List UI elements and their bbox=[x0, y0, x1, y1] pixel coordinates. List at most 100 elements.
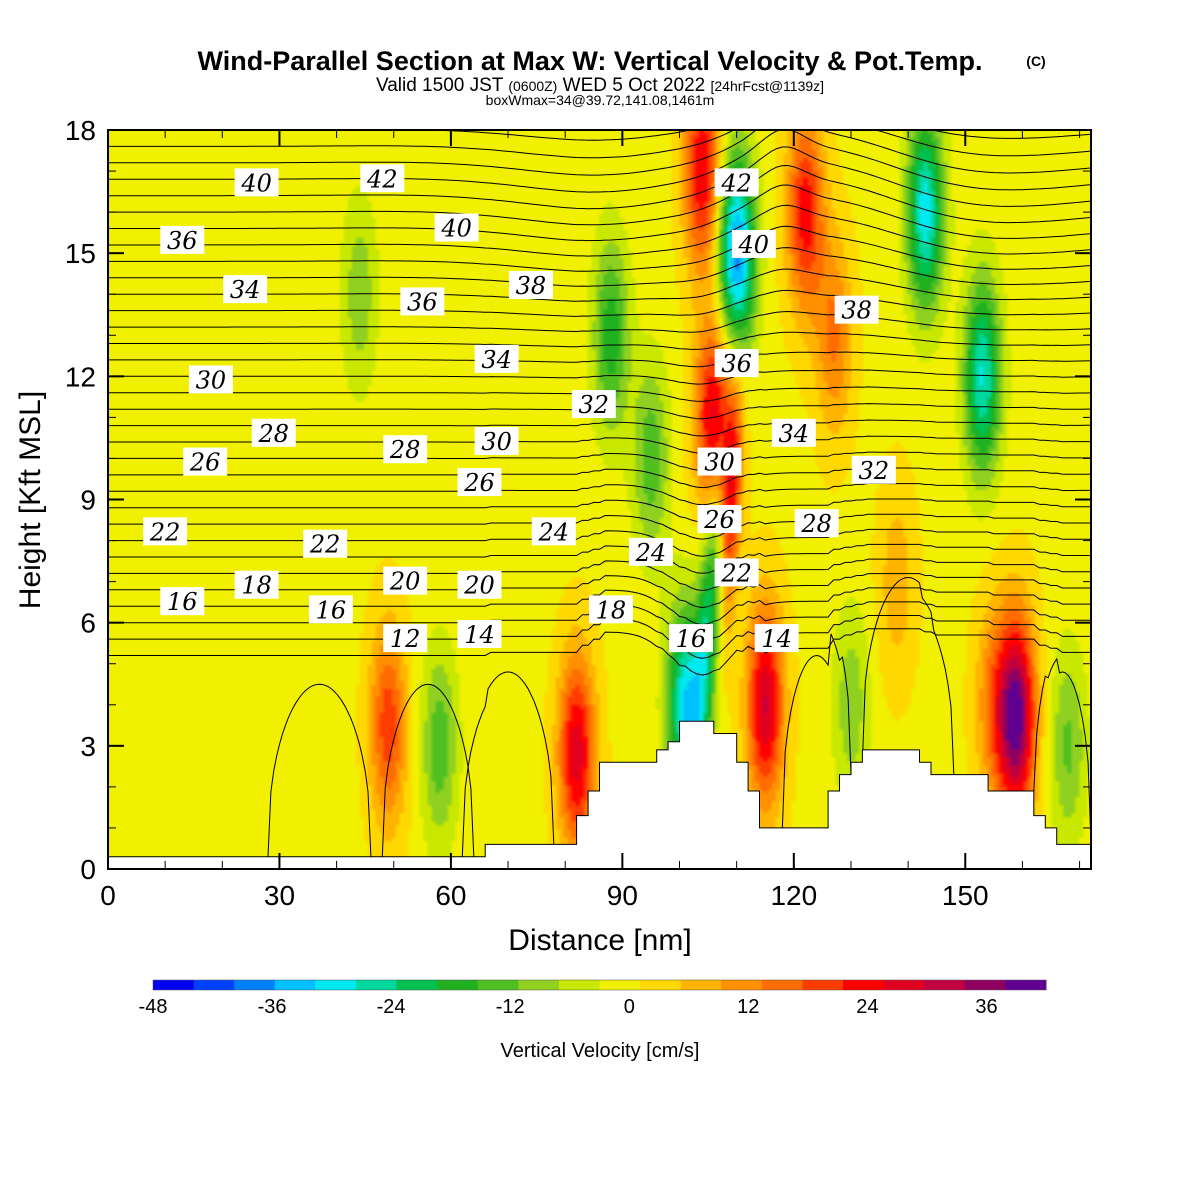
theta-contour-line bbox=[1033, 657, 1091, 845]
y-tick-label: 15 bbox=[65, 238, 96, 269]
x-tick-label: 0 bbox=[100, 880, 116, 911]
colorbar-swatch bbox=[1005, 980, 1047, 990]
contour-label: 14 bbox=[754, 624, 799, 653]
contour-label: 26 bbox=[697, 505, 742, 534]
contour-label-text: 24 bbox=[538, 518, 570, 546]
contour-label: 40 bbox=[234, 168, 279, 197]
colorbar-swatch bbox=[477, 980, 519, 990]
contour-label: 26 bbox=[183, 447, 228, 477]
contour-label: 28 bbox=[794, 509, 839, 538]
theta-contour-line bbox=[108, 289, 1091, 317]
contour-label: 36 bbox=[160, 225, 205, 255]
contour-label: 12 bbox=[383, 624, 428, 653]
contour-label: 34 bbox=[771, 418, 816, 448]
colorbar-tick-label: -36 bbox=[258, 996, 287, 1018]
colorbar-swatch bbox=[843, 980, 885, 990]
contour-label: 16 bbox=[160, 587, 205, 616]
contour-label-text: 38 bbox=[516, 272, 547, 300]
contour-label-text: 14 bbox=[464, 621, 495, 649]
contour-label-text: 40 bbox=[440, 215, 472, 243]
contour-label-text: 26 bbox=[463, 469, 495, 497]
contour-label-text: 30 bbox=[481, 428, 512, 456]
theta-contour-line bbox=[108, 483, 1091, 506]
colorbar-frame bbox=[152, 979, 1047, 991]
contour-label-text: 28 bbox=[257, 420, 289, 448]
colorbar-swatch bbox=[721, 980, 763, 990]
theta-contour-line bbox=[861, 576, 955, 775]
y-axis-label: Height [Kft MSL] bbox=[14, 391, 47, 609]
contour-label-text: 20 bbox=[463, 572, 495, 600]
theta-contour-line bbox=[108, 164, 1091, 226]
colorbar-swatch bbox=[315, 980, 357, 990]
contour-label-text: 28 bbox=[800, 510, 832, 538]
x-axis-label: Distance [nm] bbox=[508, 924, 691, 957]
colorbar-swatch bbox=[274, 980, 316, 990]
theta-contour-line bbox=[108, 351, 1091, 368]
x-axis: 0 30 60 90 120 150 bbox=[100, 130, 1081, 911]
contour-label: 32 bbox=[571, 390, 616, 419]
contour-label-text: 22 bbox=[309, 531, 341, 559]
theta-contour-line bbox=[108, 225, 1091, 272]
subtitle-valid: Valid 1500 JST bbox=[376, 75, 504, 96]
chart-title: Wind-Parallel Section at Max W: Vertical… bbox=[198, 46, 983, 76]
contour-label-text: 36 bbox=[167, 227, 198, 255]
contour-label-text: 24 bbox=[635, 539, 667, 567]
x-tick-label: 60 bbox=[435, 880, 466, 911]
contour-label-text: 36 bbox=[407, 288, 438, 316]
contour-label-text: 22 bbox=[720, 559, 752, 587]
contour-label-text: 18 bbox=[241, 572, 272, 600]
subtitle-date: WED 5 Oct 2022 bbox=[563, 75, 706, 96]
contour-label: 22 bbox=[143, 517, 188, 546]
theta-contour-line bbox=[108, 528, 1091, 557]
contour-label-text: 16 bbox=[167, 588, 198, 616]
contour-label: 42 bbox=[714, 168, 759, 197]
contour-label-text: 34 bbox=[779, 420, 810, 448]
colorbar-swatch bbox=[680, 980, 722, 990]
chart-subtitle-box: boxWmax=34@39.72,141.08,1461m bbox=[486, 92, 715, 108]
contour-label-text: 22 bbox=[149, 518, 181, 546]
contour-label: 36 bbox=[714, 349, 759, 378]
contour-label: 34 bbox=[474, 344, 519, 374]
theta-contour-line bbox=[108, 543, 1091, 574]
contour-label: 32 bbox=[851, 455, 896, 485]
colorbar-swatch bbox=[437, 980, 479, 990]
contour-label: 26 bbox=[457, 468, 502, 497]
theta-contour-line bbox=[108, 130, 1091, 159]
contour-label-text: 32 bbox=[859, 457, 890, 485]
colorbar-swatch bbox=[558, 980, 600, 990]
y-tick-label: 9 bbox=[80, 485, 96, 516]
contour-label: 16 bbox=[668, 624, 713, 653]
theta-contour-line bbox=[108, 130, 1091, 141]
colorbar-tick-label: 0 bbox=[624, 996, 635, 1018]
contour-label: 18 bbox=[234, 570, 279, 600]
contour-label: 18 bbox=[588, 595, 633, 624]
theta-contour-labels: 40 42 36 40 38 34 36 42 40 38 34 36 30 32 30 34 28 28 30 32… bbox=[143, 164, 896, 653]
contour-label: 22 bbox=[303, 529, 348, 559]
contour-label: 22 bbox=[714, 558, 759, 587]
contour-label-text: 18 bbox=[596, 596, 627, 624]
theta-contour-line bbox=[108, 369, 1091, 385]
contour-label-text: 42 bbox=[366, 165, 398, 193]
colorbar-swatch bbox=[193, 980, 235, 990]
contour-label: 30 bbox=[188, 365, 233, 394]
theta-contour-line bbox=[108, 268, 1091, 302]
theta-contour-line bbox=[381, 683, 475, 857]
y-tick-label: 3 bbox=[80, 731, 96, 762]
contour-label: 42 bbox=[360, 164, 405, 193]
contour-label-text: 40 bbox=[738, 231, 770, 259]
contour-label-text: 30 bbox=[704, 449, 735, 477]
theta-contour-line bbox=[461, 671, 555, 857]
terrain-mask bbox=[108, 720, 1091, 869]
colorbar-tick-label: 36 bbox=[975, 996, 997, 1018]
colorbar-swatch bbox=[883, 980, 925, 990]
contour-label-text: 20 bbox=[389, 568, 421, 596]
contour-label-text: 16 bbox=[316, 596, 347, 624]
colorbar-tick-label: -12 bbox=[496, 996, 525, 1018]
colorbar-tick-label: 12 bbox=[737, 996, 759, 1018]
contour-label: 28 bbox=[251, 418, 296, 448]
contour-label: 20 bbox=[383, 566, 428, 596]
theta-contour-line bbox=[108, 184, 1091, 242]
contour-label-text: 16 bbox=[676, 625, 707, 653]
x-tick-label: 30 bbox=[264, 880, 295, 911]
theta-contour-line bbox=[108, 451, 1091, 471]
